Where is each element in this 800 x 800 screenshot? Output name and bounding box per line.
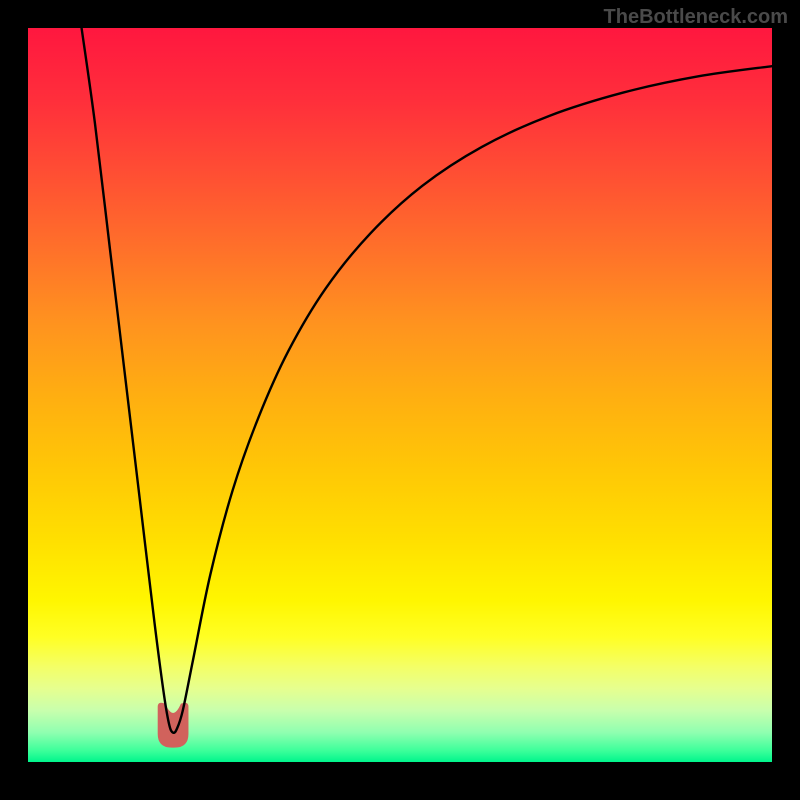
bottleneck-chart: [0, 0, 800, 800]
watermark-text: TheBottleneck.com: [604, 6, 788, 29]
chart-container: TheBottleneck.com: [0, 0, 800, 800]
